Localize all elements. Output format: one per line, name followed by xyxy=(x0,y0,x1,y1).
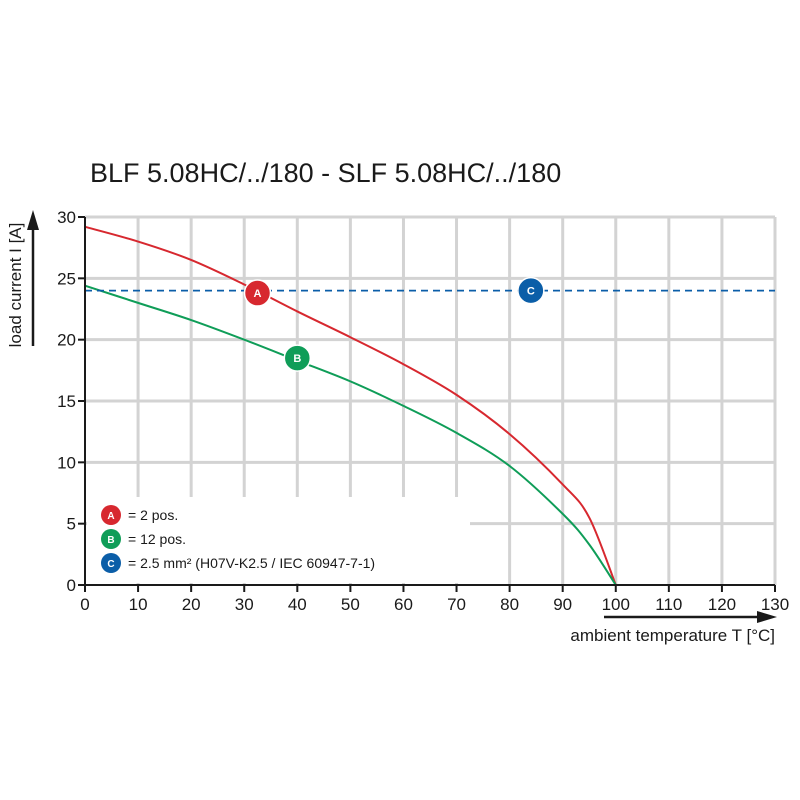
y-tick-label-0: 0 xyxy=(67,576,76,595)
legend-box xyxy=(87,497,470,583)
tick-labels: 0 10 20 30 40 50 60 70 80 90 100 110 120 130 0 5 10 15 20 2… xyxy=(57,208,789,614)
x-tick-label-30: 30 xyxy=(235,595,254,614)
y-tick-label-30: 30 xyxy=(57,208,76,227)
x-tick-label-10: 10 xyxy=(129,595,148,614)
y-tick-label-5: 5 xyxy=(67,515,76,534)
x-tick-label-60: 60 xyxy=(394,595,413,614)
marker-A-circle xyxy=(243,279,272,307)
legend-A-text: = 2 pos. xyxy=(128,507,178,523)
marker-B-label: B xyxy=(293,353,301,365)
x-arrow-head-icon xyxy=(757,611,777,623)
series-line-B xyxy=(84,284,617,586)
y-tick-label-15: 15 xyxy=(57,392,76,411)
legend-C-circle xyxy=(101,553,121,573)
y-axis-label: load current I [A] xyxy=(6,223,25,348)
legend-C-badge-label: C xyxy=(107,559,114,570)
y-arrow-head-icon xyxy=(27,210,39,230)
legend-background xyxy=(87,497,470,583)
series-layer xyxy=(84,225,775,586)
marker-B-circle xyxy=(283,344,312,372)
legend-B-circle xyxy=(101,529,121,549)
y-tick-label-25: 25 xyxy=(57,269,76,288)
x-tick-label-70: 70 xyxy=(447,595,466,614)
marker-C-circle xyxy=(517,276,545,305)
x-tick-label-0: 0 xyxy=(80,595,89,614)
legend-B-text: = 12 pos. xyxy=(128,531,186,547)
x-tick-label-80: 80 xyxy=(500,595,519,614)
chart-title: BLF 5.08HC/../180 - SLF 5.08HC/../180 xyxy=(90,158,562,188)
x-tick-label-20: 20 xyxy=(182,595,201,614)
axes xyxy=(27,210,777,623)
series-markers: A B C xyxy=(243,276,545,372)
x-tick-label-50: 50 xyxy=(341,595,360,614)
legend-A-circle xyxy=(101,505,121,525)
x-tick-label-100: 100 xyxy=(602,595,630,614)
legend: A = 2 pos. B = 12 pos. C = 2.5 mm² (H07V-K2.5… xyxy=(101,505,375,573)
marker-C-label: C xyxy=(527,286,535,298)
y-tick-label-10: 10 xyxy=(57,453,76,472)
marker-A-label: A xyxy=(254,288,262,300)
legend-A-badge-label: A xyxy=(107,511,114,522)
x-tick-label-120: 120 xyxy=(708,595,736,614)
x-tick-label-40: 40 xyxy=(288,595,307,614)
x-tick-label-110: 110 xyxy=(655,595,682,614)
y-tick-label-20: 20 xyxy=(57,331,76,350)
x-tick-label-90: 90 xyxy=(553,595,572,614)
legend-C-text: = 2.5 mm² (H07V-K2.5 / IEC 60947-7-1) xyxy=(128,555,375,571)
x-axis-label: ambient temperature T [°C] xyxy=(570,626,775,645)
x-tick-label-130: 130 xyxy=(761,595,789,614)
legend-B-badge-label: B xyxy=(107,535,114,546)
series-line-A xyxy=(84,225,617,586)
